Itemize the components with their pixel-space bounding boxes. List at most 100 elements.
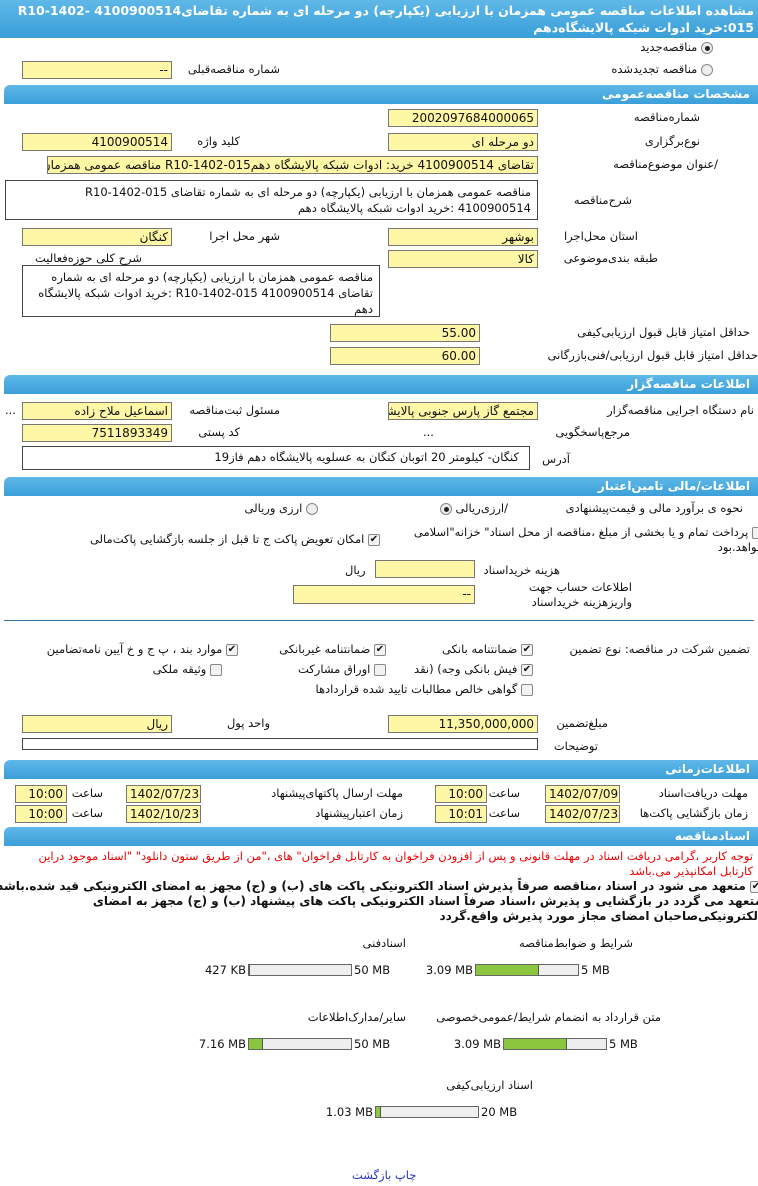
postal-label: کد پستی bbox=[198, 425, 240, 439]
file-label: شرایط و ضوابط‌مناقصه bbox=[519, 936, 633, 950]
file-label: سایر/مدارک‌اطلاعات bbox=[307, 1010, 406, 1024]
radio-rial[interactable]: /ارزی‌ریالی bbox=[439, 501, 508, 515]
radio-icon[interactable] bbox=[439, 502, 452, 515]
section-organizer: اطلاعات مناقصه‌گزار bbox=[4, 375, 758, 394]
currency-field[interactable]: ریال bbox=[22, 715, 172, 733]
page-title: مشاهده اطلاعات مناقصه عمومی همزمان با ار… bbox=[0, 0, 758, 38]
radio-label: ارزی وریالی bbox=[244, 501, 303, 515]
doc-deadline-label: مهلت دریافت‌اسناد bbox=[658, 786, 748, 800]
registrar-field[interactable]: اسماعیل ملاح زاده bbox=[22, 402, 172, 420]
radio-icon[interactable] bbox=[306, 502, 318, 515]
guarantee-option[interactable]: ✔ ضمانتنامه بانکی bbox=[442, 642, 533, 656]
validity-time[interactable]: 10:00 bbox=[15, 805, 67, 823]
radio-icon[interactable] bbox=[701, 63, 713, 76]
treasury-checkbox[interactable]: پرداخت تمام و یا بخشی از مبلغ ،مناقصه از… bbox=[394, 525, 758, 555]
province-field[interactable]: بوشهر bbox=[388, 228, 538, 246]
footer-links: چاپ بازگشت bbox=[352, 1168, 416, 1182]
amount-field[interactable]: 11,350,000,000 bbox=[388, 715, 538, 733]
checkbox-icon[interactable]: ✔ bbox=[374, 643, 386, 656]
prev-number-field[interactable]: -- bbox=[22, 61, 172, 79]
desc-box: مناقصه عمومی همزمان با ارزیابی (یکپارچه)… bbox=[5, 180, 538, 220]
radio-label: مناقصه‌جدید bbox=[640, 40, 698, 54]
guarantee-label: تضمین شرکت در مناقصه: نوع تضمین bbox=[569, 642, 750, 656]
category-label: طبقه بندی‌موضوعی bbox=[563, 251, 658, 265]
radio-icon[interactable] bbox=[701, 41, 713, 54]
open-date[interactable]: 1402/07/23 bbox=[545, 805, 620, 823]
subject-label: /عنوان موضوع‌مناقصه bbox=[613, 157, 718, 171]
progress-fill bbox=[504, 1039, 568, 1049]
tender-number-field[interactable]: 2002097684000065 bbox=[388, 109, 538, 127]
category-field[interactable]: کالا bbox=[388, 250, 538, 268]
notice-text: توجه کاربر ،گرامی دریافت اسناد در مهلت ق… bbox=[38, 849, 753, 878]
amount-label: مبلغ‌تضمین bbox=[556, 716, 608, 730]
progress-fill bbox=[249, 1039, 264, 1049]
radio-label: /ارزی‌ریالی bbox=[455, 501, 508, 515]
open-time[interactable]: 10:01 bbox=[435, 805, 487, 823]
checkbox-label: ضمانتنامه غیربانکی bbox=[279, 642, 371, 656]
more-link[interactable]: ... bbox=[5, 403, 16, 417]
checkbox-icon[interactable] bbox=[521, 683, 533, 696]
checkbox-icon[interactable]: ✔ bbox=[521, 663, 533, 676]
checkbox-icon[interactable] bbox=[374, 663, 386, 676]
doc-deadline-time[interactable]: 10:00 bbox=[435, 785, 487, 803]
checkbox-icon[interactable]: ✔ bbox=[521, 643, 533, 656]
file-label: اسنادفنی bbox=[362, 936, 406, 950]
guarantee-option[interactable]: اوراق مشارکت bbox=[298, 662, 386, 676]
commitment-checkbox[interactable]: ✔ متعهد می شود در اسناد ،مناقصه صرفاً پذ… bbox=[0, 879, 758, 924]
checkbox-icon[interactable] bbox=[210, 663, 222, 676]
min-tech-field[interactable]: 60.00 bbox=[330, 347, 480, 365]
org-field[interactable]: مجتمع گاز پارس جنوبی پالایشگاه دهم bbox=[388, 402, 538, 420]
validity-date[interactable]: 1402/10/23 bbox=[126, 805, 201, 823]
file-progress-bar bbox=[375, 1106, 479, 1118]
radio-new-tender[interactable]: مناقصه‌جدید bbox=[640, 40, 713, 54]
activity-label: شرح کلی حوزه‌فعالیت bbox=[34, 251, 142, 265]
org-label: نام دستگاه اجرایی مناقصه‌گزار bbox=[607, 403, 754, 417]
guarantee-option[interactable]: ✔ ضمانتنامه غیربانکی bbox=[279, 642, 386, 656]
address-label: آدرس bbox=[542, 452, 570, 466]
doc-cost-label: هزینه خریداسناد bbox=[483, 563, 560, 577]
send-time[interactable]: 10:00 bbox=[15, 785, 67, 803]
guarantee-option[interactable]: ✔ موارد بند ، پ ج و خ آیین نامه‌تضامین bbox=[47, 642, 238, 656]
file-max-size: 50 MB bbox=[354, 963, 391, 977]
checkbox-icon[interactable]: ✔ bbox=[750, 880, 758, 893]
ref-link[interactable]: ... bbox=[423, 425, 434, 439]
checkbox-label: امکان تعویض پاکت ج تا قبل از جلسه بازگشا… bbox=[89, 532, 365, 546]
section-general: مشخصات مناقصه‌عمومی bbox=[4, 85, 758, 104]
holding-field[interactable]: دو مرحله ای bbox=[388, 133, 538, 151]
progress-fill bbox=[376, 1107, 382, 1117]
checkbox-icon[interactable] bbox=[752, 526, 758, 539]
account-label: اطلاعات حساب جهت واریزهزینه خریداسناد bbox=[528, 580, 632, 609]
file-size: 1.03 MB bbox=[325, 1105, 373, 1119]
radio-fx[interactable]: ارزی وریالی bbox=[244, 501, 318, 515]
radio-renewed-tender[interactable]: مناقصه تجدیدشده bbox=[611, 62, 713, 76]
file-label: اسناد ارزیابی‌کیفی bbox=[446, 1078, 533, 1092]
progress-fill bbox=[249, 965, 251, 975]
guarantee-option[interactable]: گواهی خالص مطالبات تایید شده قراردادها bbox=[315, 682, 533, 696]
doc-deadline-date[interactable]: 1402/07/09 bbox=[545, 785, 620, 803]
send-label: مهلت ارسال پاکتهای‌پیشنهاد bbox=[271, 786, 403, 800]
checkbox-label: اوراق مشارکت bbox=[298, 662, 371, 676]
keyword-field[interactable]: 4100900514 bbox=[22, 133, 172, 151]
file-size: 3.09 MB bbox=[425, 963, 473, 977]
activity-box: مناقصه عمومی همزمان با ارزیابی (یکپارچه)… bbox=[22, 265, 380, 317]
doc-cost-unit: ریال bbox=[345, 563, 366, 577]
back-link[interactable]: بازگشت bbox=[352, 1168, 392, 1182]
section-finance: اطلاعات/مالی تامین‌اعتبار bbox=[4, 477, 758, 496]
guarantee-option[interactable]: وثیقه ملکی bbox=[153, 662, 222, 676]
send-date[interactable]: 1402/07/23 bbox=[126, 785, 201, 803]
account-field[interactable]: -- bbox=[293, 585, 475, 604]
desc-label: شرح‌مناقصه bbox=[573, 193, 632, 207]
doc-cost-field[interactable] bbox=[375, 560, 475, 578]
min-quality-field[interactable]: 55.00 bbox=[330, 324, 480, 342]
subject-field[interactable]: تقاضای 4100900514 خرید: ادوات شبکه پالای… bbox=[47, 156, 538, 174]
file-size: 427 KB bbox=[204, 963, 246, 977]
postal-field[interactable]: 7511893349 bbox=[22, 424, 172, 442]
print-link[interactable]: چاپ bbox=[394, 1168, 417, 1182]
checkbox-icon[interactable]: ✔ bbox=[226, 643, 238, 656]
guarantee-option[interactable]: ✔ فیش بانکی وجه) (نقد bbox=[414, 662, 533, 676]
checkbox-icon[interactable]: ✔ bbox=[368, 533, 380, 546]
file-max-size: 5 MB bbox=[609, 1037, 638, 1051]
city-field[interactable]: کنگان bbox=[22, 228, 172, 246]
min-quality-label: حداقل امتیاز قابل قبول ارزیابی‌کیفی bbox=[577, 325, 750, 339]
swap-checkbox[interactable]: ✔ امکان تعویض پاکت ج تا قبل از جلسه بازگ… bbox=[90, 532, 380, 546]
